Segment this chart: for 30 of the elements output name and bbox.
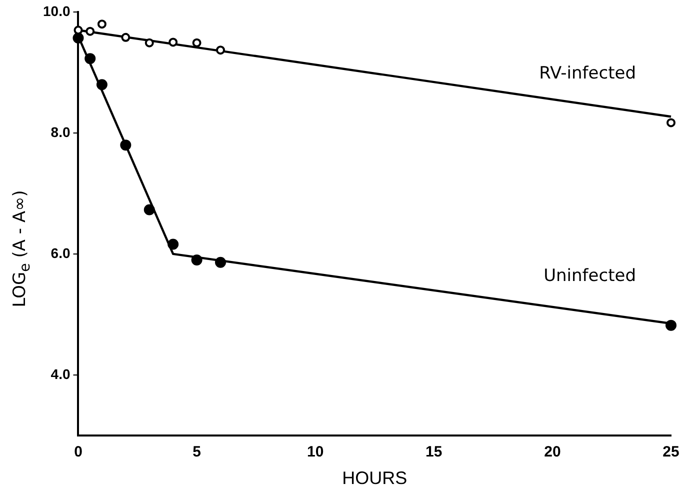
point bbox=[192, 38, 202, 48]
x-tick-label: 10 bbox=[307, 444, 324, 461]
x-tick-label: 0 bbox=[74, 444, 82, 461]
point bbox=[168, 238, 179, 250]
point bbox=[121, 32, 130, 42]
x-tick-label: 15 bbox=[426, 444, 442, 461]
point bbox=[144, 38, 154, 48]
y-tick-label: 8.0 bbox=[50, 124, 70, 140]
x-tick-label: 5 bbox=[192, 444, 201, 461]
y-tick-label: 6.0 bbox=[50, 244, 70, 261]
point bbox=[86, 26, 95, 36]
x-tick-label: 20 bbox=[544, 444, 561, 461]
x-tick-label: 25 bbox=[662, 444, 680, 461]
point bbox=[666, 118, 676, 128]
point bbox=[191, 254, 202, 266]
point bbox=[216, 46, 226, 55]
text: Uninfected bbox=[544, 266, 636, 286]
point bbox=[72, 32, 84, 44]
point bbox=[97, 20, 106, 29]
point bbox=[168, 38, 178, 47]
point bbox=[84, 53, 96, 64]
y-tick-label: 4.0 bbox=[50, 366, 70, 382]
point bbox=[144, 204, 155, 216]
point bbox=[215, 256, 226, 268]
text: RV-infected bbox=[539, 64, 636, 84]
y-tick-label: 10.0 bbox=[43, 2, 70, 19]
point bbox=[96, 79, 108, 90]
x-axis-title: HOURS bbox=[342, 468, 408, 488]
point bbox=[120, 140, 132, 151]
point bbox=[666, 320, 676, 331]
